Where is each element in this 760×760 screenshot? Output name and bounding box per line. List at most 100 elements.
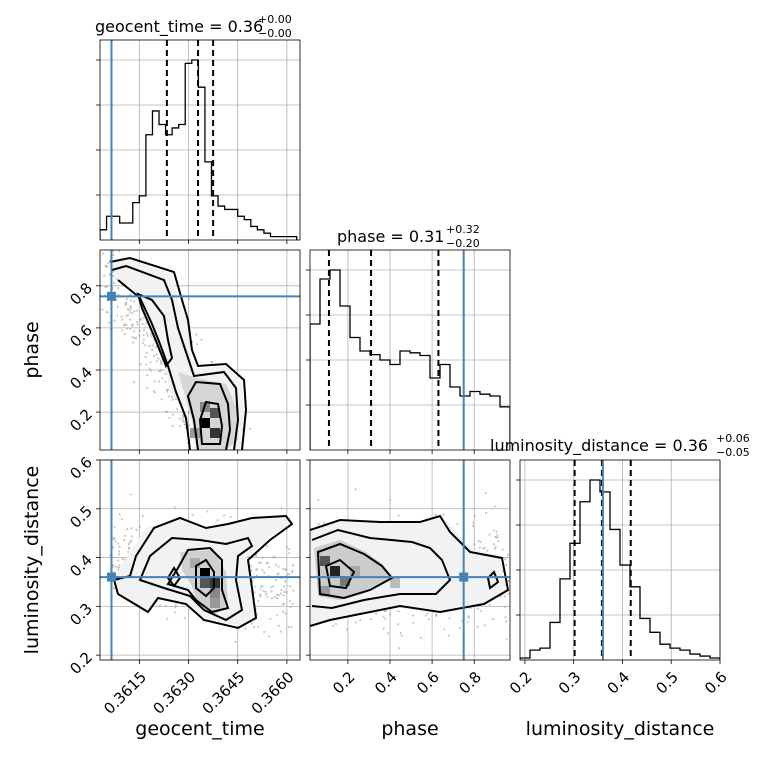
sample-point: [266, 595, 269, 599]
sample-point: [157, 357, 160, 360]
sample-point: [495, 530, 498, 533]
y-tick-label: 0.2: [66, 648, 96, 678]
sample-point: [483, 624, 486, 627]
sample-point: [412, 621, 415, 624]
sample-point: [136, 323, 139, 326]
sample-point: [117, 559, 120, 562]
sample-point: [191, 513, 194, 517]
sample-point: [259, 595, 262, 598]
sample-point: [113, 537, 116, 540]
sample-point: [114, 565, 117, 568]
sample-point: [131, 312, 134, 315]
sample-point: [499, 595, 503, 598]
sample-point: [244, 627, 247, 630]
sample-point: [125, 528, 129, 531]
ticks: 0.2 0.3 0.4 0.5 0.6: [506, 479, 731, 698]
sample-point: [289, 605, 292, 609]
sample-point: [142, 338, 145, 341]
axes-frame: [99, 39, 301, 241]
panel-geocent-time-vs-phase: 0.2 0.4 0.6 0.8: [66, 238, 301, 454]
sample-point: [128, 311, 132, 314]
sample-point: [399, 631, 402, 635]
axes-frame: [309, 249, 511, 451]
sample-point: [354, 621, 357, 624]
title-phase-minus: −0.20: [446, 237, 480, 250]
sample-point: [81, 238, 83, 240]
truth-lines: [100, 250, 300, 450]
sample-point: [386, 632, 390, 635]
title-geocent-time-plus: +0.00: [258, 13, 292, 26]
sample-point: [262, 589, 265, 593]
sample-point: [334, 622, 338, 626]
sample-point: [142, 316, 145, 319]
sample-point: [461, 620, 464, 623]
sample-point: [117, 553, 121, 556]
sample-point: [141, 341, 144, 345]
sample-point: [477, 539, 480, 543]
x-tick-label: 0.2: [329, 668, 359, 698]
sample-point: [476, 625, 479, 628]
ylabel-phase: phase: [21, 321, 43, 378]
sample-point: [129, 305, 132, 308]
sample-point: [346, 628, 349, 631]
sample-point: [273, 595, 277, 599]
sample-point: [129, 541, 132, 544]
sample-point: [82, 256, 84, 258]
sample-point: [501, 548, 504, 551]
sample-point: [167, 395, 170, 398]
sample-point: [130, 539, 133, 542]
sample-point: [473, 514, 476, 518]
sample-point: [426, 612, 429, 615]
sample-point: [435, 613, 438, 616]
sample-point: [142, 328, 146, 332]
sample-point: [291, 571, 294, 574]
sample-point: [323, 521, 326, 524]
sample-point: [178, 425, 182, 428]
sample-point: [288, 548, 291, 551]
sample-point: [289, 584, 292, 588]
sample-point: [287, 625, 290, 629]
sample-point: [255, 574, 259, 577]
x-tick-label: 0.2: [506, 668, 536, 698]
x-tick-label: 0.6: [413, 668, 443, 698]
sample-point: [458, 626, 461, 629]
sample-point: [150, 349, 154, 352]
sample-point: [146, 332, 149, 335]
sample-point: [274, 563, 277, 566]
sample-point: [259, 588, 262, 591]
sample-point: [153, 380, 156, 383]
sample-point: [359, 619, 362, 622]
sample-point: [195, 333, 198, 336]
title-geocent-time: geocent_time = 0.36: [95, 17, 263, 37]
sample-point: [250, 622, 253, 625]
sample-point: [267, 635, 271, 638]
sample-point: [145, 386, 149, 390]
sample-point: [223, 514, 226, 517]
sample-point: [259, 561, 262, 564]
sample-point: [483, 546, 486, 549]
sample-point: [264, 590, 267, 593]
sample-point: [136, 320, 139, 324]
sample-point: [249, 564, 252, 567]
sample-point: [112, 247, 114, 249]
sample-point: [141, 515, 145, 518]
sample-point: [273, 555, 276, 558]
sample-point: [130, 527, 133, 530]
histogram-step: [310, 269, 510, 450]
sample-point: [288, 552, 291, 555]
sample-point: [384, 610, 387, 613]
sample-point: [438, 695, 440, 697]
axes-frame: [99, 249, 301, 451]
sample-point: [149, 332, 152, 336]
title-phase-plus: +0.32: [446, 223, 480, 236]
sample-point: [398, 647, 401, 650]
sample-point: [173, 506, 176, 509]
panel-geocent-time-hist: [96, 39, 301, 244]
y-tick-label: 0.6: [66, 453, 96, 483]
sample-point: [397, 514, 400, 517]
sample-point: [165, 411, 168, 414]
contour-line: [138, 536, 254, 622]
sample-point: [135, 528, 138, 531]
sample-point: [448, 617, 451, 620]
sample-point: [183, 423, 186, 426]
